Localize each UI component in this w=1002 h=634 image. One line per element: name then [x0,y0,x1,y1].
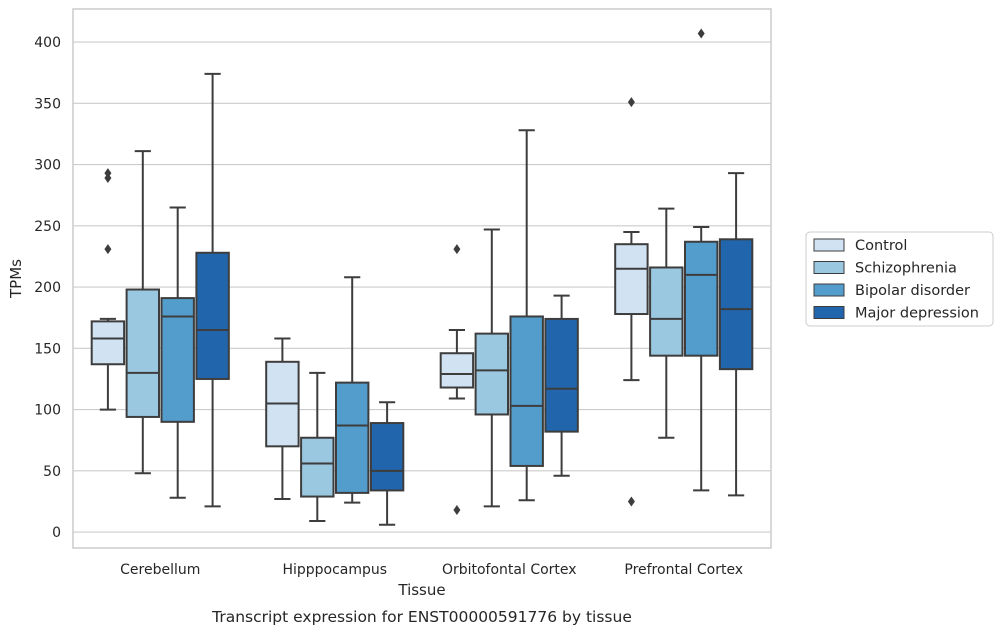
box-iqr [90,320,126,366]
legend-label: Schizophrenia [855,261,957,277]
chart-caption: Transcript expression for ENST0000059177… [211,608,632,626]
legend-swatch [813,238,845,252]
outlier-0 [104,244,112,255]
x-tick-label-2: Orbitofontal Cortex [442,562,577,578]
x-axis-label: Tissue [397,581,445,599]
outlier-1 [627,97,635,108]
box-iqr [718,238,754,371]
box-1-0 [265,337,300,500]
y-axis-ticks: 0 50 100 150 200 250 300 350 400 [34,35,61,541]
box-3-1 [649,207,684,439]
legend-swatch [813,261,845,274]
box-2-2 [509,129,544,502]
box-iqr [439,352,475,389]
legend-swatch [813,306,845,319]
box-iqr [649,266,684,357]
y-tick-label-0: 0 [52,525,61,541]
legend-label: Major depression [855,306,979,322]
box-iqr [544,317,579,433]
plot-area [90,28,754,526]
box-1-2 [335,276,370,504]
y-tick-label-5: 250 [34,219,61,235]
box-0-3 [195,72,230,508]
outlier-1 [453,244,461,255]
box-iqr [195,251,230,380]
plot-frame [72,8,772,549]
y-tick-label-2: 100 [34,403,61,419]
box-iqr [369,422,405,492]
outlier-0 [453,505,461,516]
legend-swatch [813,283,845,297]
y-tick-label-4: 200 [34,280,61,296]
x-tick-label-1: Hipppocampus [282,562,387,578]
y-tick-label-3: 150 [34,341,61,357]
box-3-2 [684,28,719,492]
box-2-1 [474,228,510,508]
legend-label: Control [855,238,907,254]
box-0-2 [160,206,195,499]
x-tick-label-3: Prefrontal Cortex [624,562,743,578]
box-0-0 [90,168,126,411]
box-iqr [684,240,719,357]
box-2-3 [544,294,579,477]
box-3-0 [614,97,649,507]
box-iqr [300,436,335,498]
box-iqr [614,243,649,316]
legend-item-0: Control [813,238,907,254]
box-3-3 [718,172,754,497]
legend-item-3: Major depression [813,306,979,322]
x-tick-label-0: Cerebellum [120,562,200,578]
box-iqr [474,332,510,416]
box-iqr [160,297,195,423]
box-iqr [509,315,544,467]
legend-frame [805,231,994,327]
x-axis-ticks: Cerebellum Hipppocampus Orbitofontal Corte… [120,562,743,578]
y-axis-label: TPMs [7,259,25,299]
y-tick-label-1: 50 [43,464,61,480]
box-iqr [125,288,160,418]
legend-item-1: Schizophrenia [813,261,957,277]
box-1-1 [300,371,335,523]
legend-item-2: Bipolar disorder [813,283,970,299]
y-tick-label-6: 300 [34,158,61,174]
legend: Control Schizophrenia Bipolar disorder Majo… [805,231,994,327]
box-1-3 [369,401,405,526]
outlier-0 [627,496,635,507]
y-tick-label-7: 350 [34,96,61,112]
legend-label: Bipolar disorder [855,283,970,299]
box-2-0 [439,244,475,516]
outlier-0 [697,28,705,39]
box-iqr [335,381,370,494]
y-tick-label-8: 400 [34,35,61,51]
box-0-1 [125,150,160,475]
outlier-2 [104,168,112,179]
